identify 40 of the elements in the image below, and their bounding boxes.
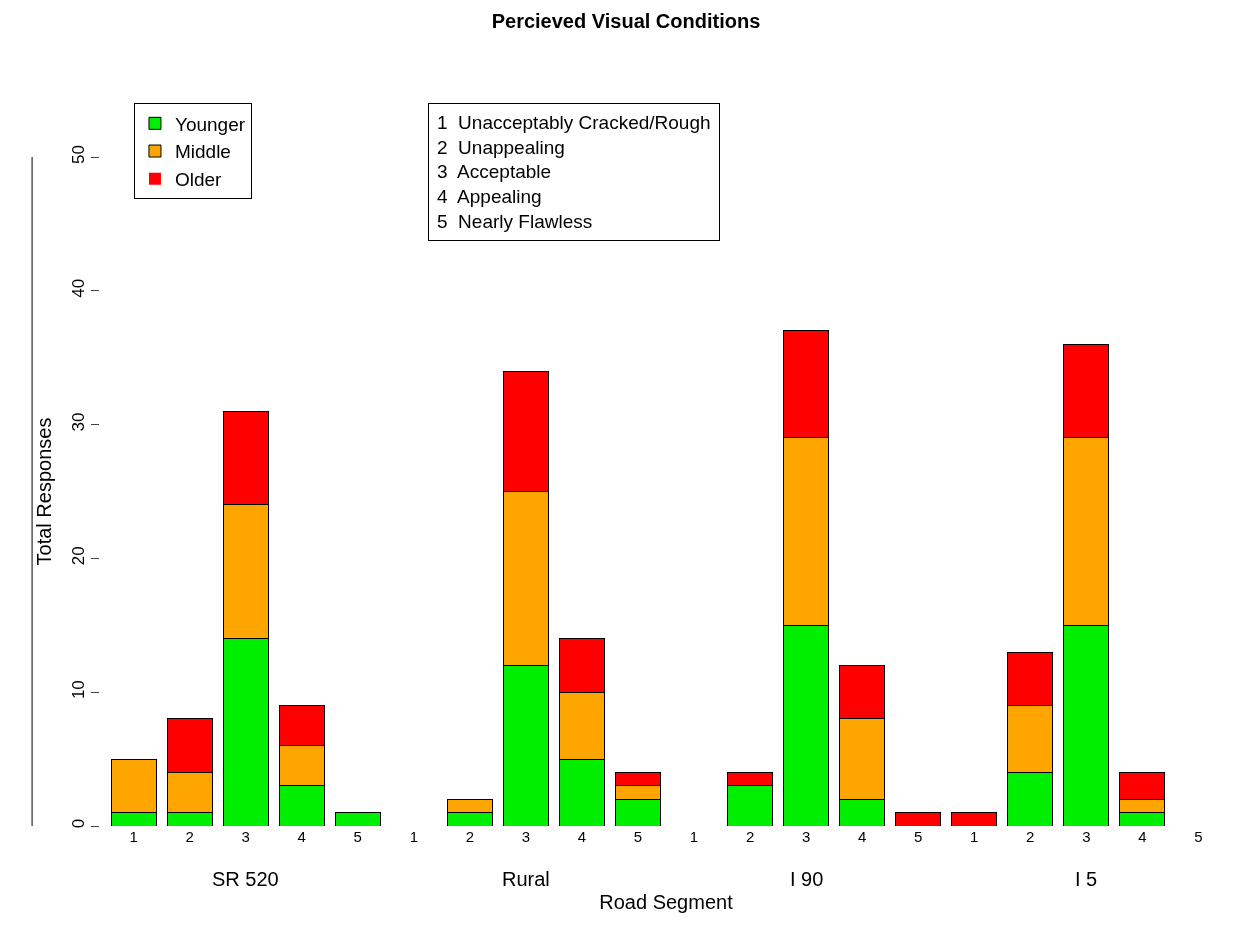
x-tick-label: 2 bbox=[745, 828, 755, 845]
x-tick-label: 4 bbox=[1138, 828, 1147, 845]
y-tick-label: 10 bbox=[69, 680, 89, 700]
x-axis-title: Road Segment bbox=[599, 890, 734, 913]
x-tick-label: 1 bbox=[409, 828, 418, 845]
annotation: 1 Unacceptably Cracked/Rough 2 Unappealing 3 Acceptable 4 Appealing 5 Nearly Flawless bbox=[437, 112, 711, 232]
y-axis-title: Total Responses bbox=[32, 417, 55, 566]
x-tick-label: 1 bbox=[970, 828, 979, 845]
x-tick-label: 3 bbox=[241, 828, 250, 845]
chart-title: Percieved Visual Conditions bbox=[491, 10, 761, 33]
x-tick-label: 4 bbox=[857, 828, 867, 845]
bar bbox=[951, 812, 998, 826]
x-tick-label: 3 bbox=[521, 828, 531, 845]
text: SR 520 bbox=[212, 868, 279, 890]
x-tick-label: 5 bbox=[353, 828, 362, 845]
legend-label: Older bbox=[174, 169, 223, 191]
x-tick-label: 2 bbox=[185, 828, 194, 845]
legend-label: Middle bbox=[174, 141, 231, 163]
x-tick-label: 1 bbox=[689, 828, 699, 845]
text: I 90 bbox=[790, 868, 824, 890]
y-tick-label: 50 bbox=[69, 144, 89, 164]
y-tick-label: 40 bbox=[69, 278, 89, 298]
y-tick-label: 0 bbox=[69, 818, 89, 829]
x-tick-label: 4 bbox=[577, 828, 587, 845]
x-tick-label: 5 bbox=[1194, 828, 1203, 845]
x-tick-label: 1 bbox=[129, 828, 138, 845]
x-tick-label: 3 bbox=[1082, 828, 1091, 845]
x-tick-label: 2 bbox=[1026, 828, 1035, 845]
legend-label: Younger bbox=[174, 113, 246, 135]
text: I 5 bbox=[1075, 868, 1098, 890]
x-tick-label: 3 bbox=[801, 828, 811, 845]
y-tick-label: 30 bbox=[69, 412, 89, 432]
x-tick-label: 2 bbox=[465, 828, 475, 845]
bar bbox=[334, 812, 381, 826]
text: Rural bbox=[502, 868, 550, 890]
x-tick-label: 5 bbox=[633, 828, 643, 845]
x-tick-label: 5 bbox=[914, 828, 923, 845]
y-tick-label: 20 bbox=[69, 546, 89, 566]
x-tick-label: 4 bbox=[297, 828, 306, 845]
bar bbox=[895, 812, 942, 826]
